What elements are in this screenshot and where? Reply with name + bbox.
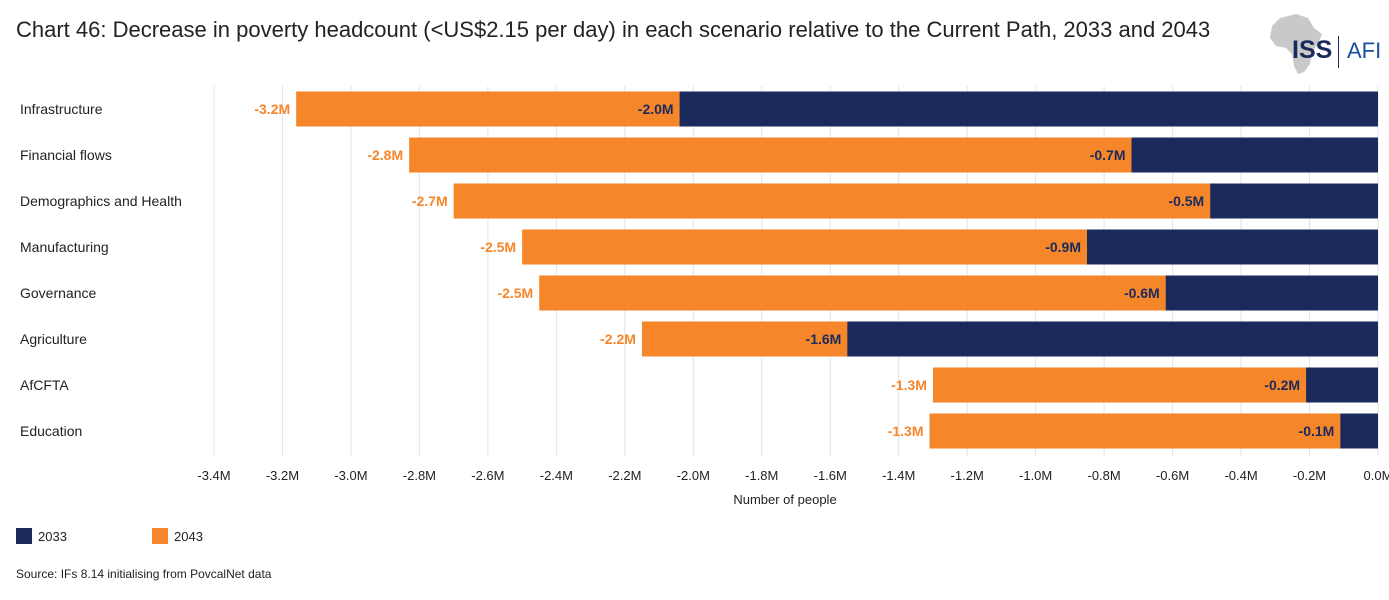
category-label: Demographics and Health xyxy=(20,193,182,209)
data-label-2033: -0.9M xyxy=(1045,239,1081,255)
bar-2033 xyxy=(1165,275,1378,311)
x-tick-label: -2.2M xyxy=(608,468,641,483)
data-label-2043: -2.5M xyxy=(497,285,533,301)
category-label: Infrastructure xyxy=(20,101,103,117)
x-tick-label: -0.4M xyxy=(1224,468,1257,483)
bar-2033 xyxy=(1131,137,1378,173)
logo-primary-text: ISS xyxy=(1292,36,1333,64)
logo-secondary-text: AFI xyxy=(1347,38,1382,63)
data-label-2033: -0.5M xyxy=(1168,193,1204,209)
x-tick-label: -3.4M xyxy=(197,468,230,483)
chart-title: Chart 46: Decrease in poverty headcount … xyxy=(16,17,1211,42)
x-tick-label: -3.0M xyxy=(334,468,367,483)
data-label-2033: -1.6M xyxy=(806,331,842,347)
bars: -3.2M -2.0M -2.8M -0.7M -2.7M -0.5M -2.5M -0.9M… xyxy=(254,91,1379,449)
legend-item-2033: 2033 xyxy=(16,528,67,544)
data-label-2043: -2.8M xyxy=(367,147,403,163)
data-label-2043: -3.2M xyxy=(254,101,290,117)
x-tick-label: -3.2M xyxy=(266,468,299,483)
legend-swatch-2033 xyxy=(16,528,32,544)
data-label-2033: -0.1M xyxy=(1299,423,1335,439)
bar-2043 xyxy=(932,367,1378,403)
bar-2033 xyxy=(847,321,1378,357)
logo-separator xyxy=(1338,36,1339,68)
data-label-2043: -2.7M xyxy=(412,193,448,209)
x-tick-label: -0.2M xyxy=(1293,468,1326,483)
x-tick-label: -2.4M xyxy=(540,468,573,483)
x-axis-label: Number of people xyxy=(733,492,836,507)
data-label-2043: -2.5M xyxy=(480,239,516,255)
bar-2043 xyxy=(929,413,1378,449)
x-tick-label: -2.6M xyxy=(471,468,504,483)
category-label: Manufacturing xyxy=(20,239,109,255)
bar-2033 xyxy=(1210,183,1378,219)
source-note: Source: IFs 8.14 initialising from Povca… xyxy=(16,567,272,581)
x-tick-label: -1.2M xyxy=(951,468,984,483)
data-label-2033: -0.6M xyxy=(1124,285,1160,301)
legend-label-2043: 2043 xyxy=(174,528,203,544)
data-label-2043: -1.3M xyxy=(891,377,927,393)
x-tick-label: -1.0M xyxy=(1019,468,1052,483)
data-label-2033: -0.2M xyxy=(1264,377,1300,393)
x-tick-label: -2.8M xyxy=(403,468,436,483)
data-label-2043: -2.2M xyxy=(600,331,636,347)
x-tick-label: -0.6M xyxy=(1156,468,1189,483)
bar-2033 xyxy=(1087,229,1378,265)
x-tick-label: -1.8M xyxy=(745,468,778,483)
legend-label-2033: 2033 xyxy=(38,528,67,544)
bar-chart: -3.2M -2.0M -2.8M -0.7M -2.7M -0.5M -2.5M -0.9M… xyxy=(20,86,1389,507)
x-tick-label: -1.4M xyxy=(882,468,915,483)
x-tick-labels: -3.4M -3.2M -3.0M -2.8M -2.6M -2.4M -2.2M -2.0M… xyxy=(197,468,1389,483)
bar-2033 xyxy=(679,91,1378,127)
category-label: AfCFTA xyxy=(20,377,69,393)
category-label: Education xyxy=(20,423,82,439)
iss-logo: ISS AFI xyxy=(1262,10,1389,80)
category-label: Agriculture xyxy=(20,331,87,347)
data-label-2033: -0.7M xyxy=(1090,147,1126,163)
x-tick-label: -0.8M xyxy=(1088,468,1121,483)
bar-2033 xyxy=(1340,413,1378,449)
africa-map-icon xyxy=(1270,14,1322,74)
category-labels: Infrastructure Financial flows Demographic… xyxy=(20,101,182,439)
legend-swatch-2043 xyxy=(152,528,168,544)
bar-2033 xyxy=(1306,367,1378,403)
data-label-2033: -2.0M xyxy=(638,101,674,117)
category-label: Financial flows xyxy=(20,147,112,163)
legend-item-2043: 2043 xyxy=(152,528,203,544)
data-label-2043: -1.3M xyxy=(888,423,924,439)
category-label: Governance xyxy=(20,285,96,301)
x-tick-label: -1.6M xyxy=(814,468,847,483)
x-tick-label: -2.0M xyxy=(677,468,710,483)
x-tick-label: 0.0M xyxy=(1364,468,1389,483)
